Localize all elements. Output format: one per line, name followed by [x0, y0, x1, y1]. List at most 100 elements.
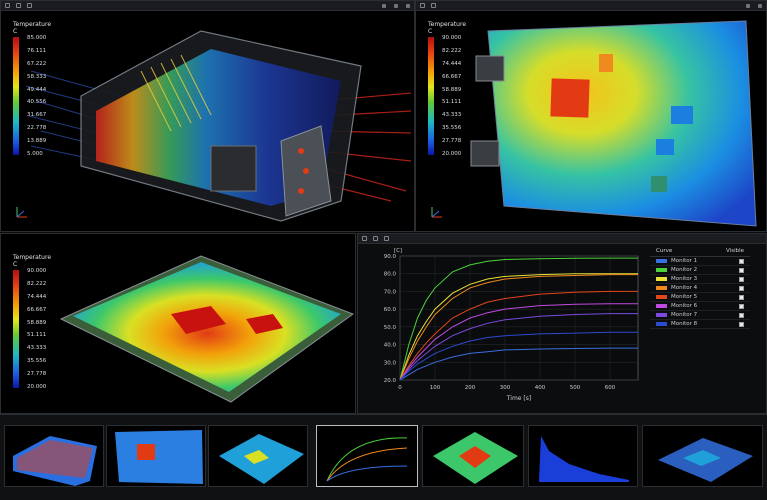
visible-checkbox[interactable]: [739, 312, 744, 318]
viewport-board-iso[interactable]: Temperature C 90.000 82.222 74.444 66.66…: [0, 233, 356, 414]
curve-name: Monitor 3: [671, 276, 698, 282]
y-tick-label: 90.0: [384, 254, 397, 260]
thumbnail-board-heat[interactable]: [422, 425, 524, 487]
table-row[interactable]: Monitor 7: [650, 311, 750, 320]
x-tick-label: 0: [398, 385, 402, 391]
legend-tick: 58.889: [442, 86, 462, 93]
legend-unit: C: [13, 261, 18, 268]
table-row[interactable]: Monitor 1: [650, 257, 750, 266]
visible-checkbox[interactable]: [739, 321, 744, 327]
color-scale-bar: [428, 37, 434, 155]
thumbnail-board-iso[interactable]: [208, 425, 308, 487]
curve-swatch: [656, 295, 667, 299]
plot-icon[interactable]: [362, 236, 367, 241]
legend-tick: 31.667: [27, 112, 47, 119]
thumbnail-image: [115, 430, 203, 484]
y-tick-label: 80.0: [384, 272, 397, 278]
table-row[interactable]: Monitor 5: [650, 293, 750, 302]
curve-swatch: [656, 277, 667, 281]
table-row[interactable]: Monitor 6: [650, 302, 750, 311]
legend-tick: 90.000: [27, 268, 47, 274]
x-axis-label: Time [s]: [506, 395, 531, 402]
column-header-curve: Curve: [656, 248, 673, 254]
legend-tick: 85.000: [27, 35, 47, 41]
legend-tick: 58.333: [27, 73, 47, 80]
minimize-icon[interactable]: [382, 3, 386, 8]
legend-tick: 27.778: [27, 371, 47, 377]
x-tick-label: 500: [570, 385, 581, 391]
legend-tick: 74.444: [442, 60, 462, 67]
thumbnail-assembly[interactable]: [642, 425, 763, 487]
temperature-legend: Temperature C 90.000 82.222 74.444 66.66…: [13, 254, 52, 390]
legend-tick: 90.000: [442, 35, 462, 41]
temperature-legend: Temperature C 85.000 76.111 67.222 58.33…: [13, 21, 52, 157]
viewport-enclosure-flow[interactable]: Temperature C 85.000 76.111 67.222 58.33…: [0, 0, 415, 232]
home-icon[interactable]: [5, 3, 10, 8]
legend-title: Temperature: [13, 21, 52, 28]
axes-triad-icon: [16, 207, 27, 218]
table-row[interactable]: Monitor 8: [650, 320, 750, 329]
maximize-icon[interactable]: [746, 3, 750, 8]
x-tick-label: 100: [430, 385, 441, 391]
y-tick-label: 60.0: [384, 307, 397, 313]
close-icon[interactable]: [406, 3, 410, 8]
x-tick-label: 400: [535, 385, 546, 391]
chart-pane[interactable]: 20.0 30.0 40.0 50.0 60.0 70.0 80.0 90.0 0 100 200 3…: [357, 233, 767, 414]
export-icon[interactable]: [384, 236, 389, 241]
series-line-7: [399, 313, 638, 381]
zoom-icon[interactable]: [373, 236, 378, 241]
grid-icon[interactable]: [431, 3, 436, 8]
maximize-icon[interactable]: [394, 3, 398, 8]
close-icon[interactable]: [758, 3, 762, 8]
legend-tick: 27.778: [442, 138, 462, 144]
layers-icon[interactable]: [27, 3, 32, 8]
curve-swatch: [656, 259, 667, 263]
table-header: Curve Visible: [650, 246, 750, 257]
thumbnail-histogram[interactable]: [528, 425, 638, 487]
legend-tick: 49.444: [27, 86, 47, 93]
legend-title: Temperature: [13, 254, 52, 261]
y-tick-label: 40.0: [384, 343, 397, 349]
visible-checkbox[interactable]: [739, 285, 744, 291]
viewport-toolbar: [1, 1, 414, 11]
visible-checkbox[interactable]: [739, 276, 744, 282]
series-line-8: [399, 331, 638, 381]
y-axis-label: [C]: [394, 248, 402, 254]
y-tick-label: 50.0: [384, 325, 397, 331]
color-scale-bar: [13, 270, 19, 388]
axes-triad-icon: [431, 207, 442, 218]
legend-tick: 51.111: [27, 332, 47, 339]
home-icon[interactable]: [420, 3, 425, 8]
legend-tick: 66.667: [442, 73, 462, 80]
table-row[interactable]: Monitor 4: [650, 284, 750, 293]
column-header-visible: Visible: [726, 248, 744, 254]
legend-tick: 74.444: [27, 293, 47, 300]
visible-checkbox[interactable]: [739, 294, 744, 300]
curve-swatch: [656, 313, 667, 317]
visible-checkbox[interactable]: [739, 258, 744, 264]
table-row[interactable]: Monitor 2: [650, 266, 750, 275]
curves-table: Curve Visible Monitor 1 Monitor 2 Monito…: [650, 246, 750, 329]
legend-ticks: 85.000 76.111 67.222 58.333 49.444 40.55…: [27, 35, 46, 157]
legend-tick: 51.111: [442, 99, 462, 106]
legend-title: Temperature: [428, 21, 467, 28]
curve-name: Monitor 6: [671, 303, 698, 309]
grid-icon[interactable]: [16, 3, 21, 8]
thumbnail-board-top[interactable]: [106, 425, 206, 487]
board-iso-render: [59, 255, 355, 403]
table-row[interactable]: Monitor 3: [650, 275, 750, 284]
thumbnail-chart[interactable]: [316, 425, 418, 487]
legend-tick: 20.000: [442, 150, 462, 157]
thumbnail-image: [433, 432, 518, 484]
thumbnail-enclosure[interactable]: [4, 425, 104, 487]
thumbnail-strip: [0, 414, 767, 500]
curve-swatch: [656, 286, 667, 290]
thumbnail-image: [658, 438, 753, 482]
legend-unit: C: [428, 28, 433, 35]
viewport-board-top[interactable]: Temperature C 90.000 82.222 74.444 66.66…: [415, 0, 767, 232]
visible-checkbox[interactable]: [739, 267, 744, 273]
color-scale-bar: [13, 37, 19, 155]
visible-checkbox[interactable]: [739, 303, 744, 309]
thumbnail-image: [219, 434, 304, 484]
legend-tick: 35.556: [442, 125, 462, 132]
